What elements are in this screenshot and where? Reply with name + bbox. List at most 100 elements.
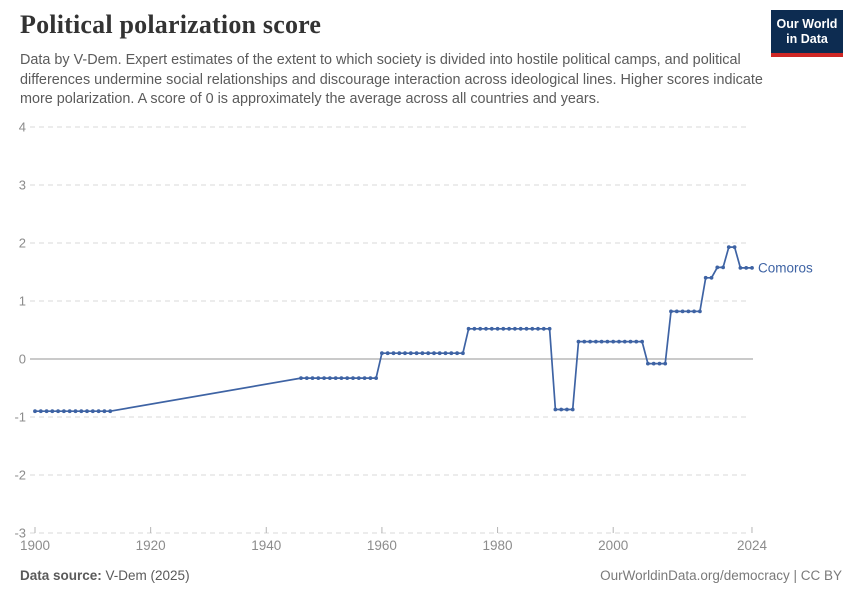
data-point bbox=[726, 245, 731, 250]
data-point bbox=[501, 326, 506, 331]
data-point bbox=[646, 361, 650, 366]
data-point bbox=[513, 326, 517, 331]
data-point bbox=[85, 409, 89, 414]
y-tick-label: -3 bbox=[14, 526, 26, 541]
data-point bbox=[732, 245, 737, 250]
owid-url-link[interactable]: OurWorldinData.org/democracy bbox=[600, 568, 790, 583]
data-point bbox=[391, 351, 396, 356]
data-point bbox=[750, 266, 754, 270]
data-point bbox=[345, 376, 350, 380]
x-tick-label: 2000 bbox=[598, 538, 628, 553]
data-point bbox=[403, 351, 407, 356]
data-point bbox=[709, 275, 714, 280]
data-point bbox=[322, 376, 326, 380]
data-point bbox=[703, 275, 708, 280]
x-tick-label: 1940 bbox=[251, 538, 281, 553]
page-title: Political polarization score bbox=[20, 10, 322, 39]
data-point bbox=[622, 339, 627, 344]
data-point bbox=[489, 326, 494, 331]
x-tick-label: 1900 bbox=[20, 538, 50, 553]
data-point bbox=[33, 409, 37, 414]
data-point bbox=[628, 339, 633, 344]
data-point bbox=[299, 376, 303, 380]
data-point bbox=[518, 326, 523, 331]
data-point bbox=[530, 326, 535, 331]
data-point bbox=[611, 339, 616, 344]
data-point bbox=[605, 339, 610, 344]
data-point bbox=[339, 376, 344, 380]
chart-subtitle: Data by V-Dem. Expert estimates of the e… bbox=[20, 52, 763, 107]
data-point bbox=[374, 376, 378, 380]
data-point bbox=[90, 409, 95, 414]
data-point bbox=[380, 351, 384, 356]
data-point bbox=[368, 376, 373, 380]
data-point bbox=[432, 351, 436, 356]
data-point bbox=[73, 409, 78, 414]
data-point bbox=[674, 309, 679, 314]
x-tick-label: 2024 bbox=[737, 538, 768, 553]
data-point bbox=[559, 407, 564, 412]
data-point bbox=[640, 339, 644, 344]
data-point bbox=[617, 339, 621, 344]
y-tick-label: 4 bbox=[19, 120, 26, 135]
data-point bbox=[541, 326, 546, 331]
owid-logo[interactable]: Our World in Data bbox=[771, 10, 843, 57]
data-point bbox=[449, 351, 454, 356]
data-point bbox=[414, 351, 419, 356]
data-point bbox=[478, 326, 483, 331]
data-point bbox=[588, 339, 592, 344]
data-point bbox=[408, 351, 413, 356]
data-point bbox=[44, 409, 49, 414]
data-point bbox=[582, 339, 587, 344]
data-point bbox=[328, 376, 332, 380]
data-point bbox=[570, 407, 575, 412]
y-tick-label: -2 bbox=[14, 468, 26, 483]
entity-label: Comoros bbox=[758, 260, 813, 275]
data-point bbox=[721, 265, 725, 270]
data-point bbox=[680, 309, 685, 314]
data-point bbox=[461, 351, 465, 356]
data-point bbox=[507, 326, 511, 331]
data-point bbox=[397, 351, 402, 356]
data-point bbox=[443, 351, 448, 356]
data-point bbox=[657, 361, 662, 366]
data-point bbox=[333, 376, 338, 380]
data-point bbox=[67, 409, 72, 414]
data-point bbox=[351, 376, 355, 380]
data-point bbox=[385, 351, 390, 356]
data-point bbox=[56, 409, 60, 414]
data-point bbox=[738, 266, 743, 270]
y-tick-label: 3 bbox=[19, 178, 26, 193]
data-point bbox=[426, 351, 431, 356]
data-source-value: V-Dem (2025) bbox=[101, 568, 190, 583]
chart-line-comoros bbox=[35, 246, 752, 413]
data-point bbox=[692, 309, 696, 314]
data-point bbox=[495, 326, 500, 331]
data-point bbox=[565, 407, 569, 412]
data-point bbox=[310, 376, 315, 380]
license-text: | CC BY bbox=[789, 568, 842, 583]
data-point bbox=[362, 376, 367, 380]
data-point bbox=[356, 376, 361, 380]
data-point bbox=[547, 326, 552, 331]
data-point bbox=[669, 309, 673, 314]
x-tick-label: 1980 bbox=[483, 538, 513, 553]
data-point bbox=[594, 339, 598, 344]
data-point bbox=[553, 407, 558, 412]
x-tick-label: 1960 bbox=[367, 538, 397, 553]
data-point bbox=[472, 326, 477, 331]
data-point bbox=[79, 409, 84, 414]
data-point bbox=[524, 326, 529, 331]
data-point bbox=[651, 361, 656, 366]
y-tick-label: 0 bbox=[19, 352, 26, 367]
data-point bbox=[437, 351, 442, 356]
data-point bbox=[50, 409, 55, 414]
data-point bbox=[62, 409, 66, 414]
y-tick-label: 2 bbox=[19, 236, 26, 251]
data-point bbox=[686, 309, 691, 314]
data-point bbox=[466, 326, 471, 331]
y-tick-label: 1 bbox=[19, 294, 26, 309]
data-point bbox=[316, 376, 321, 380]
owid-logo-line1: Our World bbox=[776, 16, 838, 31]
